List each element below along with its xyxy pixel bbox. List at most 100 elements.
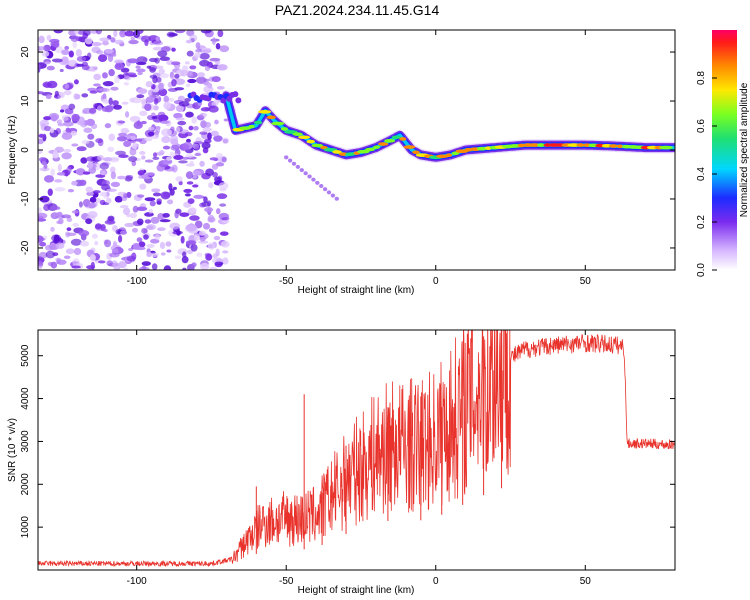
spectrogram-y-tick-label: -10 <box>20 191 31 206</box>
spectrogram-noise-blob <box>189 215 200 221</box>
spectrogram-noise-blob <box>78 230 90 237</box>
spectrogram-noise-blob <box>201 49 212 54</box>
spectrogram-noise-blob <box>159 73 170 79</box>
spectrogram-noise-blob <box>97 155 104 161</box>
spectrogram-noise-blob <box>64 169 69 177</box>
spectrogram-noise-blob <box>45 94 52 100</box>
spectrogram-noise-blob <box>163 265 172 270</box>
spectrogram-peak-segment <box>384 138 396 143</box>
spectrogram-noise-blob <box>179 143 190 152</box>
spectrogram-noise-blob <box>46 34 52 41</box>
spectrogram-noise-blob <box>113 104 122 110</box>
spectrogram-noise-blob <box>53 30 64 34</box>
spectrogram-noise-blob <box>87 133 95 140</box>
spectrogram-noise-blob <box>219 45 230 53</box>
spectrogram-tail-blob <box>303 171 308 176</box>
spectrogram-noise-blob <box>71 180 78 186</box>
spectrogram-noise-blob <box>87 202 96 209</box>
spectrogram-noise-blob <box>101 106 110 112</box>
spectrogram-noise-blob <box>141 227 148 234</box>
spectrogram-noise-blob <box>81 93 89 98</box>
figure-title: PAZ1.2024.234.11.45.G14 <box>275 2 440 18</box>
spectrogram-noise-blob <box>80 157 88 164</box>
spectrogram-noise-blob <box>220 240 230 248</box>
spectrogram-noise-blob <box>215 43 221 50</box>
spectrogram-noise-blob <box>165 241 172 247</box>
spectrogram-noise-blob <box>120 67 130 73</box>
spectrogram-noise-blob <box>159 219 171 223</box>
spectrogram-noise-blob <box>140 120 147 125</box>
spectrogram-noise-blob <box>38 149 43 155</box>
spectrogram-noise-blob <box>162 145 171 150</box>
spectrogram-noise-blob <box>186 50 194 57</box>
spectrogram-peak-segment <box>306 139 315 144</box>
spectrogram-noise-blob <box>107 146 115 152</box>
spectrogram-peak-segment <box>248 124 255 129</box>
spectrogram-noise-blob <box>119 30 127 38</box>
spectrogram-peak-segment <box>332 150 342 154</box>
spectrogram-noise-blob <box>215 152 224 160</box>
snr-panel: -100 -50 0 50 1000 2000 3000 4000 5000 Height of… <box>7 329 676 596</box>
spectrogram-noise-blob <box>126 255 136 262</box>
snr-y-label: SNR (10 * v/v) <box>7 418 18 482</box>
spectrogram-noise-blob <box>187 198 195 205</box>
spectrogram-noise-blob <box>70 130 77 136</box>
spectrogram-noise-blob <box>44 61 51 65</box>
spectrogram-x-tick-label: -100 <box>127 276 147 287</box>
spectrogram-noise-blob <box>114 75 120 84</box>
spectrogram-noise-blob <box>132 227 138 233</box>
spectrogram-noise-blob <box>128 74 138 78</box>
spectrogram-noise-blob <box>188 207 197 214</box>
spectrogram-noise-blob <box>155 36 161 42</box>
spectrogram-noise-blob <box>100 170 106 176</box>
spectrogram-noise-blob <box>160 191 171 200</box>
spectrogram-peak-segment <box>373 145 381 150</box>
spectrogram-noise-blob <box>70 34 79 43</box>
spectrogram-noise-blob <box>71 265 81 269</box>
spectrogram-noise-blob <box>38 235 44 243</box>
spectrogram-noise-blob <box>38 251 48 259</box>
spectrogram-noise-blob <box>166 249 172 253</box>
snr-x-tick-label: 50 <box>580 576 592 587</box>
spectrogram-noise-blob <box>204 66 211 71</box>
spectrogram-noise-blob <box>216 64 228 71</box>
spectrogram-noise-blob <box>66 227 72 232</box>
spectrogram-peak-segment <box>403 145 416 149</box>
spectrogram-noise-blob <box>144 219 152 224</box>
spectrogram-noise-blob <box>184 132 193 137</box>
spectrogram-noise-blob <box>57 163 62 172</box>
spectrogram-noise-blob <box>168 32 178 37</box>
spectrogram-noise-blob <box>51 206 61 211</box>
spectrogram-noise-blob <box>114 59 124 64</box>
spectrogram-peak-segment <box>238 126 252 130</box>
spectrogram-noise-blob <box>214 261 224 266</box>
spectrogram-noise-blob <box>146 65 152 69</box>
spectrogram-noise-blob <box>138 267 144 270</box>
spectrogram-noise-blob <box>93 83 101 87</box>
spectrogram-noise-blob <box>211 101 219 107</box>
spectrogram-branch-blob <box>235 97 242 104</box>
spectrogram-noise-blob <box>174 255 182 260</box>
spectrogram-noise-blob <box>168 183 173 191</box>
spectrogram-noise-blob <box>209 266 218 270</box>
spectrogram-noise-blob <box>202 222 211 230</box>
spectrogram-noise-blob <box>189 34 198 42</box>
spectrogram-noise-blob <box>174 210 179 219</box>
spectrogram-noise-blob <box>152 75 158 84</box>
spectrogram-tail-blob <box>287 158 293 163</box>
spectrogram-noise-blob <box>185 240 197 245</box>
colorbar-tick-label: 0.6 <box>696 119 707 133</box>
spectrogram-noise-blob <box>213 157 219 162</box>
spectrogram-noise-blob <box>200 30 212 34</box>
spectrogram-noise-blob <box>67 189 75 193</box>
spectrogram-noise-blob <box>106 188 117 193</box>
spectrogram-noise-blob <box>114 63 125 71</box>
spectrogram-noise-blob <box>112 100 119 106</box>
spectrogram-peak-segment <box>271 121 285 126</box>
spectrogram-noise-blob <box>87 211 98 219</box>
spectrogram-noise-blob <box>123 140 132 147</box>
spectrogram-noise-blob <box>107 54 114 63</box>
spectrogram-noise-blob <box>187 249 194 255</box>
